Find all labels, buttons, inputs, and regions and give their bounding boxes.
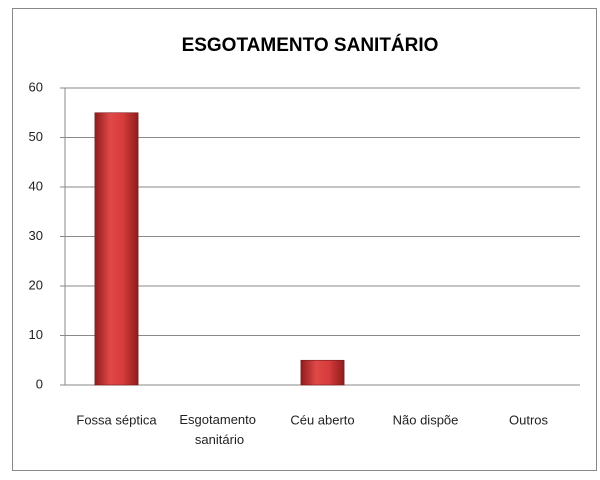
x-tick-label: Céu aberto	[290, 412, 354, 427]
bar	[94, 112, 139, 386]
x-tick-label: Esgotamento sanitário	[179, 412, 259, 447]
y-tick-label: 30	[29, 228, 43, 243]
x-tick-label: Outros	[509, 412, 549, 427]
x-tick-label: Não dispõe	[393, 412, 459, 427]
chart-title: ESGOTAMENTO SANITÁRIO	[182, 34, 439, 56]
y-tick-label: 0	[36, 376, 43, 391]
x-tick-label: Fossa séptica	[76, 412, 157, 427]
y-tick-label: 60	[29, 79, 43, 94]
y-tick-label: 20	[29, 277, 43, 292]
y-tick-label: 50	[29, 129, 43, 144]
y-tick-label: 40	[29, 178, 43, 193]
bar	[300, 359, 345, 386]
y-tick-label: 10	[29, 327, 43, 342]
